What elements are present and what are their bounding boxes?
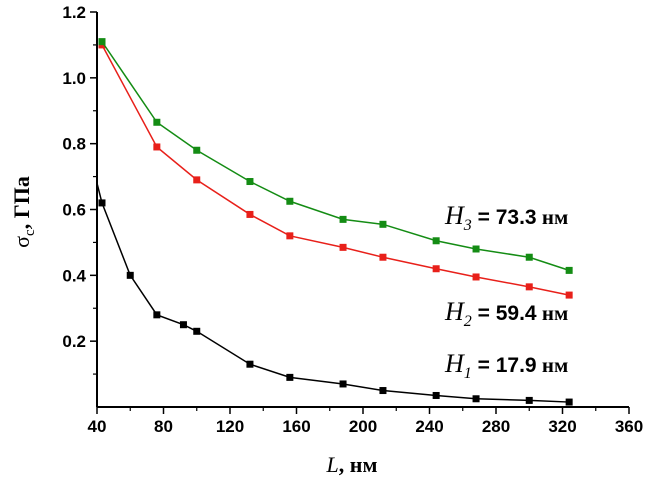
y-tick-label: 1.0 — [62, 69, 86, 88]
y-tick-label: 0.8 — [62, 135, 86, 154]
data-point — [286, 373, 294, 381]
y-axis-sub: c — [22, 229, 38, 236]
annotation-h3-symbol: H — [444, 201, 465, 230]
data-point — [246, 210, 254, 218]
annotation-h3-sub: 3 — [463, 217, 472, 234]
x-tick-label: 80 — [154, 417, 173, 436]
data-point — [432, 237, 440, 245]
data-point — [339, 243, 347, 251]
series-0 — [96, 182, 573, 406]
data-point — [339, 380, 347, 388]
y-axis-unit: , ГПа — [9, 176, 34, 229]
annotation-h3-value: = 73.3 — [472, 206, 537, 229]
annotation-h1-unit: нм — [537, 353, 569, 377]
x-tick-label: 280 — [482, 417, 510, 436]
data-point — [98, 38, 106, 46]
x-axis-unit: , нм — [339, 452, 378, 477]
annotation-h2-value: = 59.4 — [472, 302, 537, 325]
data-point — [153, 311, 161, 319]
data-point — [472, 273, 480, 281]
annotation-h1-symbol: H — [444, 349, 465, 378]
annotation-h1-sub: 1 — [464, 365, 472, 382]
data-point — [432, 391, 440, 399]
x-tick-label: 120 — [216, 417, 244, 436]
x-tick-label: 40 — [88, 417, 107, 436]
annotation-h3-unit: нм — [537, 205, 569, 229]
data-point — [286, 232, 294, 240]
data-point — [379, 387, 387, 395]
annotation-h2: H2 = 59.4 нм — [444, 297, 568, 330]
data-point — [525, 253, 533, 261]
axes: 40 80 120 160 200 240 280 320 360 0.2 0.4 0.6 0.8 1.0… — [62, 3, 643, 436]
data-point — [153, 118, 161, 126]
data-point — [472, 395, 480, 403]
x-tick-label: 200 — [349, 417, 377, 436]
annotation-h3: H3 = 73.3 нм — [444, 201, 568, 234]
data-point — [98, 199, 106, 207]
data-point — [286, 197, 294, 205]
series-2 — [98, 38, 573, 274]
data-point — [339, 215, 347, 223]
series-line — [96, 182, 570, 403]
data-point — [126, 271, 134, 279]
series-line — [101, 44, 570, 296]
data-point — [565, 291, 573, 299]
x-tick-label: 360 — [615, 417, 643, 436]
y-tick-label: 0.6 — [62, 201, 86, 220]
annotation-h2-unit: нм — [537, 301, 569, 325]
data-point — [432, 265, 440, 273]
annotation-h2-symbol: H — [444, 297, 465, 326]
data-point — [179, 321, 187, 329]
annotation-h1: H1 = 17.9 нм — [444, 349, 568, 382]
x-tick-label: 160 — [282, 417, 310, 436]
data-point — [379, 253, 387, 261]
series-layer — [96, 38, 573, 406]
data-point — [193, 146, 201, 154]
y-tick-label: 0.4 — [62, 266, 86, 285]
data-point — [525, 396, 533, 404]
data-point — [472, 245, 480, 253]
data-point — [153, 143, 161, 151]
y-tick-label: 0.2 — [62, 332, 86, 351]
x-tick-label: 240 — [415, 417, 443, 436]
data-point — [246, 178, 254, 186]
series-line — [101, 41, 570, 272]
series-1 — [98, 41, 573, 299]
y-axis-var: σ — [9, 236, 34, 248]
data-point — [193, 327, 201, 335]
data-point — [565, 266, 573, 274]
y-tick-label: 1.2 — [62, 3, 86, 22]
data-point — [246, 360, 254, 368]
data-point — [565, 398, 573, 406]
annotation-h1-value: = 17.9 — [472, 354, 537, 377]
y-axis-title: σc, ГПа — [9, 176, 38, 248]
data-point — [525, 283, 533, 291]
annotation-h2-sub: 2 — [464, 313, 472, 330]
data-point — [379, 220, 387, 228]
x-axis-title: L, нм — [326, 452, 378, 477]
x-tick-label: 320 — [548, 417, 576, 436]
x-axis-var: L — [326, 452, 339, 477]
data-point — [193, 176, 201, 184]
